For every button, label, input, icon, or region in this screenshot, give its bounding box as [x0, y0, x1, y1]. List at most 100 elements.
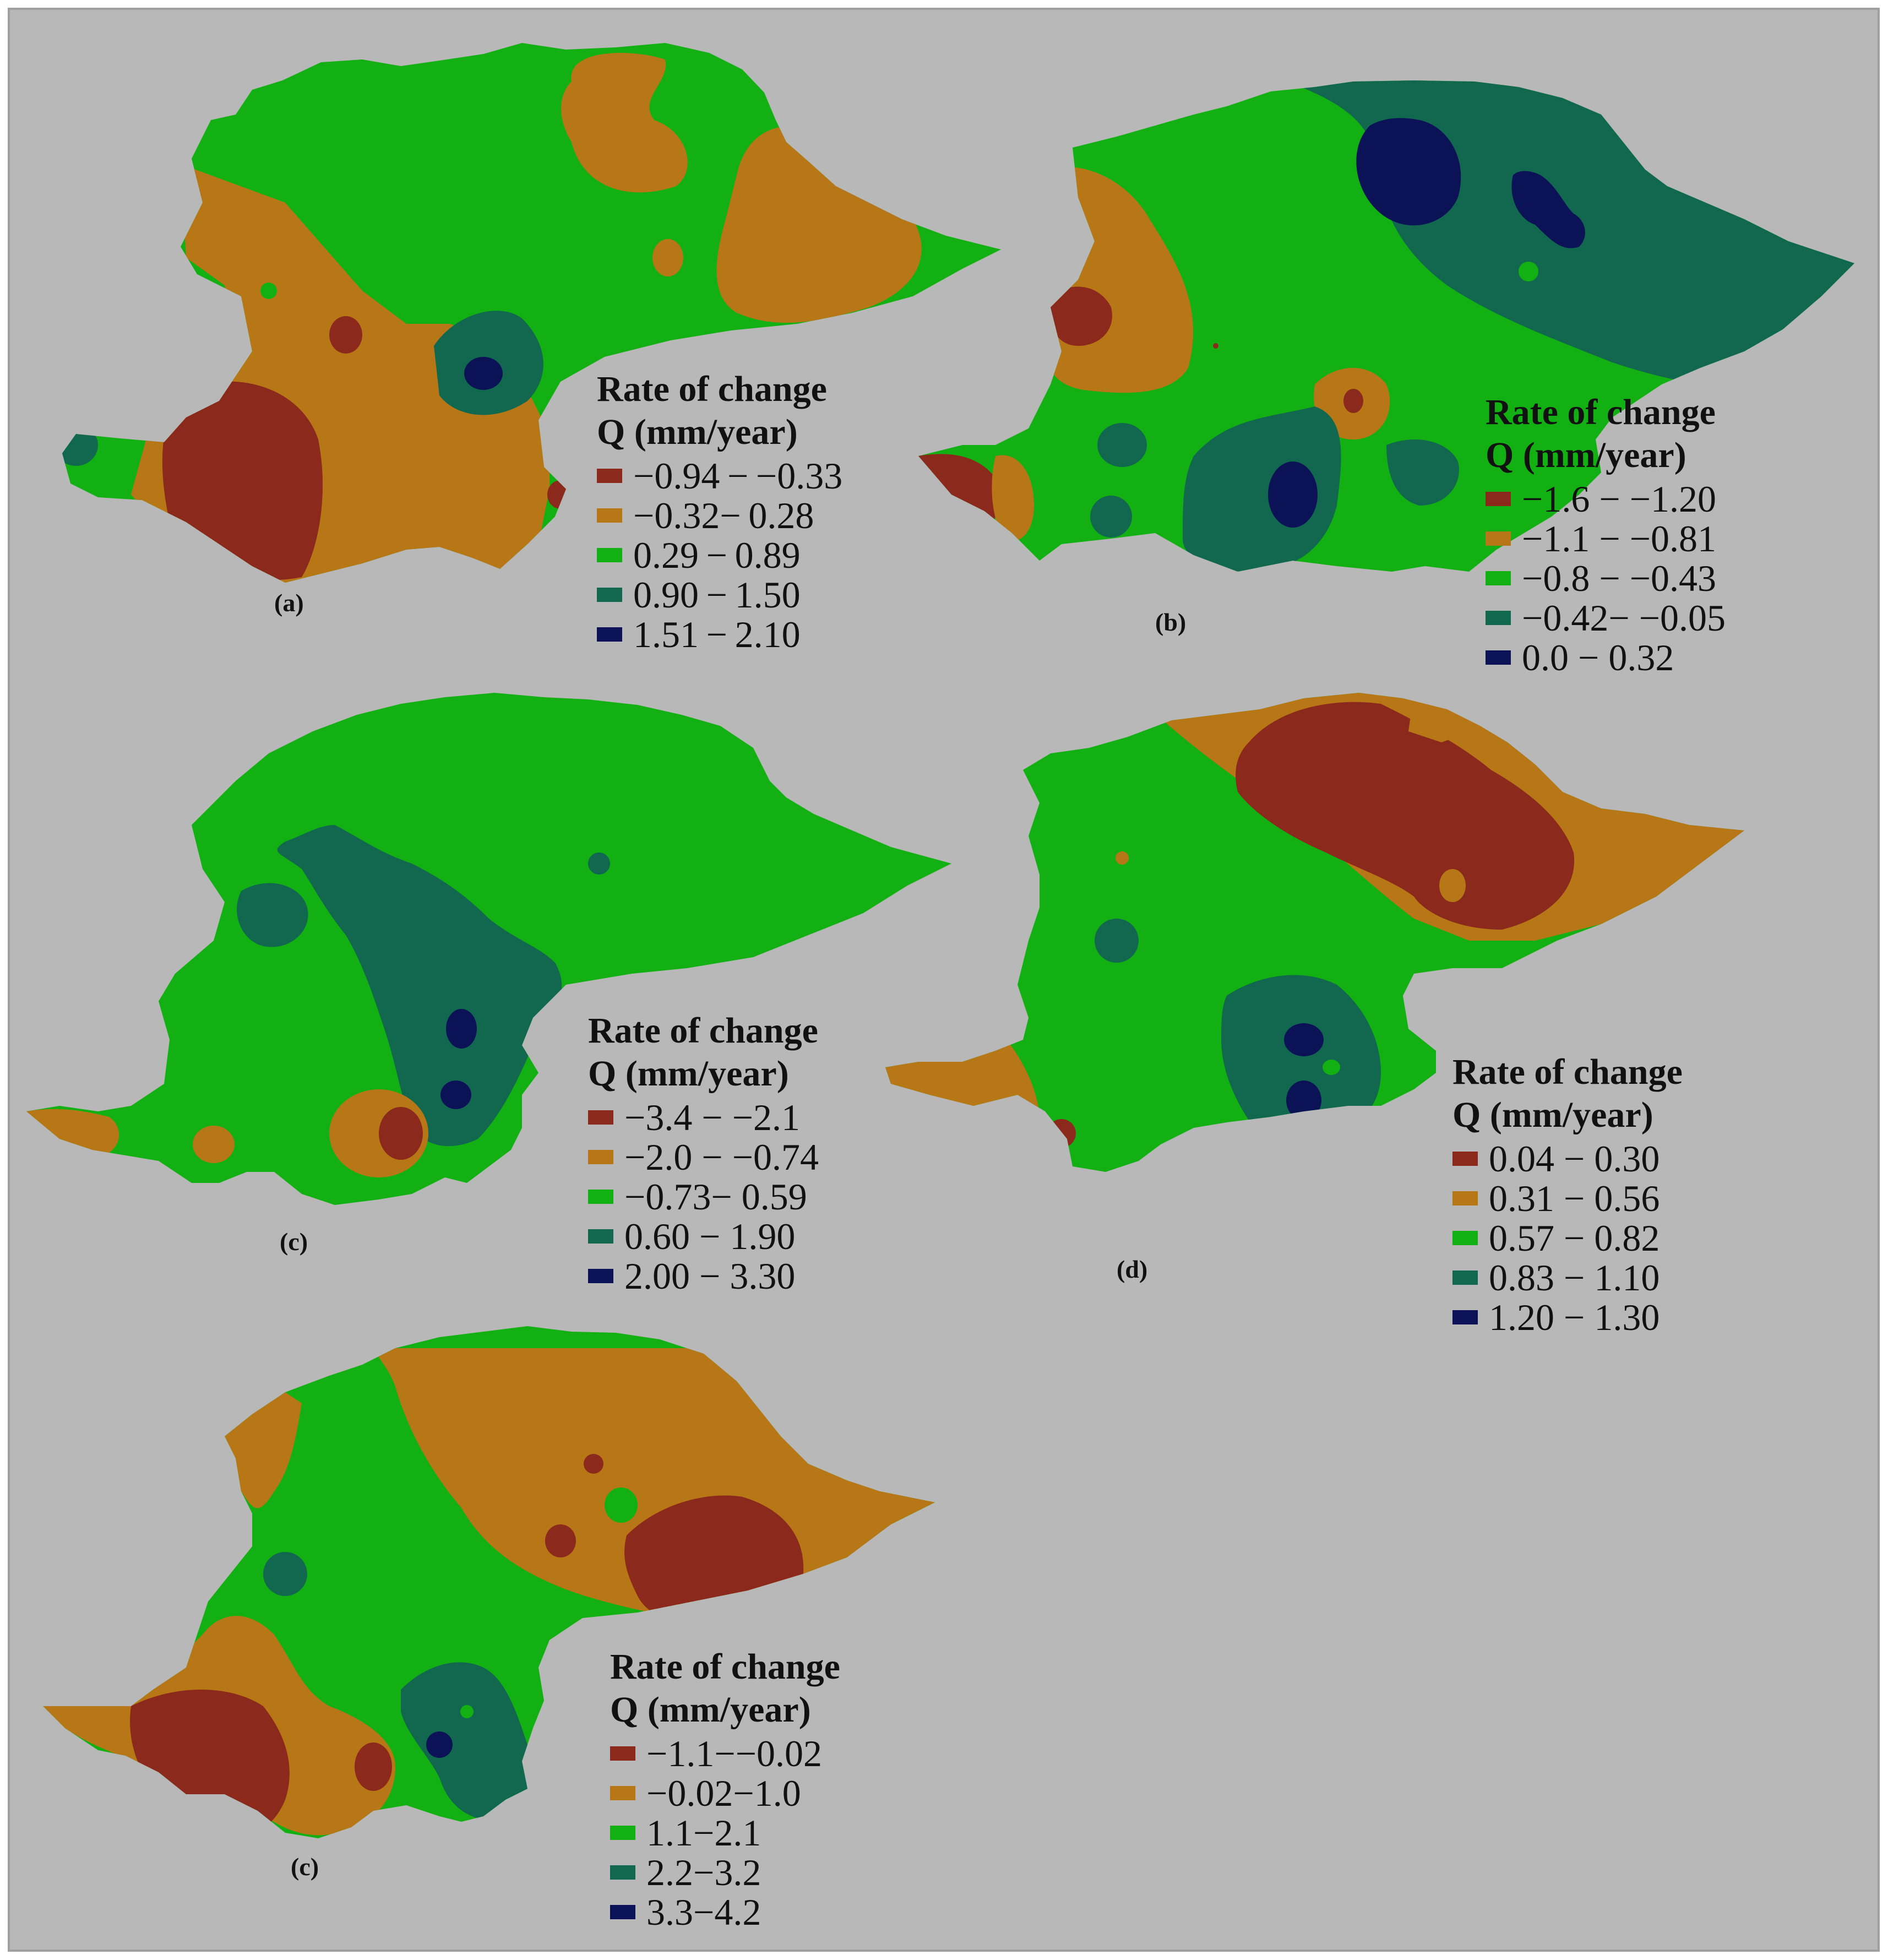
legend-row: −0.94 − −0.33: [597, 454, 843, 497]
legend-row: 0.29 − 0.89: [597, 534, 842, 576]
legend-title: Rate of change: [1486, 392, 1716, 432]
legend-subtitle: Q (mm/year): [588, 1054, 789, 1094]
panel-label-d: (d): [1117, 1255, 1148, 1283]
legend-row: 0.83 − 1.10: [1452, 1256, 1683, 1299]
legend-label: −0.8 − −0.43: [1522, 557, 1717, 599]
legend-swatch: [588, 1229, 613, 1244]
legend-label: 2.2−3.2: [646, 1851, 761, 1893]
legend-row: 3.3−4.2: [610, 1891, 840, 1933]
legend-row: −0.42− −0.05: [1486, 596, 1726, 639]
legend-row: −0.02−1.0: [610, 1772, 840, 1814]
legend-label: 0.60 − 1.90: [624, 1215, 796, 1257]
legend-row: 2.2−3.2: [610, 1851, 840, 1893]
legend-label: −2.0 − −0.74: [624, 1136, 819, 1178]
legend-label: 0.83 − 1.10: [1489, 1256, 1660, 1299]
legend-swatch: [1486, 611, 1511, 625]
map-panel-c: [26, 693, 951, 1205]
map-panel-e: [43, 1326, 935, 1838]
legend-swatch: [1452, 1231, 1478, 1245]
panel-label-a: (a): [274, 589, 304, 617]
legend-label: 1.51 − 2.10: [633, 613, 801, 655]
legend-row: 1.51 − 2.10: [597, 613, 842, 655]
panel-label-e: (c): [291, 1853, 319, 1881]
legend-swatch: [1486, 531, 1511, 546]
legend-label: 2.00 − 3.30: [624, 1255, 796, 1297]
legend-title: Rate of change: [610, 1647, 840, 1687]
legend-label: −0.32− 0.28: [633, 494, 814, 536]
legend-swatch: [1452, 1191, 1478, 1206]
map-panel-b: [918, 80, 1854, 572]
legend-label: 1.20 − 1.30: [1489, 1296, 1660, 1338]
legend-row: −1.1−−0.02: [610, 1732, 840, 1774]
map-panel-a: [62, 43, 1001, 583]
legend-subtitle: Q (mm/year): [610, 1690, 811, 1730]
legend-row: −1.1 − −0.81: [1486, 517, 1726, 560]
legend-row: −0.32− 0.28: [597, 494, 842, 536]
legend-swatch: [588, 1269, 613, 1283]
legend-panel-c: Rate of change Q (mm/year) −3.4 − −2.1 −…: [588, 1009, 819, 1297]
legend-row: 0.60 − 1.90: [588, 1215, 819, 1257]
figure-canvas: Rate of change Q (mm/year) −0.94 − −0.33…: [8, 8, 1880, 1952]
legend-subtitle: Q (mm/year): [1486, 435, 1686, 475]
legend-label: 3.3−4.2: [646, 1891, 761, 1933]
legend-swatch: [610, 1865, 635, 1880]
legend-swatch: [1452, 1310, 1478, 1324]
legend-row: 1.1−2.1: [610, 1811, 840, 1854]
legend-row: 0.0 − 0.32: [1486, 636, 1726, 678]
legend-label: −0.02−1.0: [646, 1772, 801, 1814]
legend-swatch: [1452, 1271, 1478, 1285]
legend-swatch: [1452, 1152, 1478, 1166]
legend-swatch: [597, 508, 622, 523]
panel-label-b: (b): [1155, 608, 1187, 636]
legend-row: −0.8 − −0.43: [1486, 557, 1726, 599]
legend-title: Rate of change: [597, 369, 827, 409]
legend-swatch: [588, 1190, 613, 1204]
legend-panel-e: Rate of change Q (mm/year) −1.1−−0.02 −0…: [610, 1646, 840, 1933]
legend-swatch: [1486, 571, 1511, 585]
legend-title: Rate of change: [1452, 1052, 1683, 1092]
legend-label: 0.90 − 1.50: [633, 573, 801, 616]
legend-swatch: [610, 1826, 635, 1840]
legend-row: 0.31 − 0.56: [1452, 1177, 1683, 1219]
legend-label: −1.1 − −0.81: [1522, 517, 1717, 560]
legend-swatch: [1486, 650, 1511, 665]
legend-row: 1.20 − 1.30: [1452, 1296, 1683, 1338]
legend-swatch: [597, 627, 622, 642]
legend-swatch: [610, 1746, 635, 1761]
legend-row: −1.6 − −1.20: [1486, 477, 1726, 520]
legend-row: −3.4 − −2.1: [588, 1096, 819, 1138]
legend-panel-a: Rate of change Q (mm/year) −0.94 − −0.33…: [597, 368, 843, 655]
map-panel-d: [885, 693, 1744, 1172]
legend-subtitle: Q (mm/year): [597, 412, 798, 452]
legend-subtitle: Q (mm/year): [1452, 1095, 1653, 1135]
legend-swatch: [597, 469, 622, 483]
legend-label: −3.4 − −2.1: [624, 1096, 801, 1138]
legend-swatch: [597, 548, 622, 562]
legend-label: −1.6 − −1.20: [1522, 477, 1717, 520]
legend-row: 0.90 − 1.50: [597, 573, 842, 616]
legend-swatch: [610, 1786, 635, 1800]
legend-label: 0.57 − 0.82: [1489, 1217, 1660, 1259]
legend-label: 1.1−2.1: [646, 1811, 761, 1854]
legend-label: 0.0 − 0.32: [1522, 636, 1674, 678]
legend-label: −0.94 − −0.33: [633, 454, 843, 497]
legend-label: −0.42− −0.05: [1522, 596, 1726, 639]
legend-row: 0.57 − 0.82: [1452, 1217, 1683, 1259]
legend-panel-b: Rate of change Q (mm/year) −1.6 − −1.20 …: [1486, 391, 1726, 678]
legend-row: 0.04 − 0.30: [1452, 1137, 1683, 1180]
legend-swatch: [610, 1905, 635, 1919]
legend-swatch: [597, 588, 622, 602]
legend-row: −0.73− 0.59: [588, 1175, 819, 1218]
legend-label: 0.29 − 0.89: [633, 534, 801, 576]
legend-row: −2.0 − −0.74: [588, 1136, 819, 1178]
panel-label-c: (c): [280, 1228, 308, 1256]
legend-swatch: [588, 1110, 613, 1125]
legend-label: 0.31 − 0.56: [1489, 1177, 1660, 1219]
legend-swatch: [588, 1150, 613, 1164]
legend-row: 2.00 − 3.30: [588, 1255, 819, 1297]
legend-swatch: [1486, 492, 1511, 506]
legend-label: −1.1−−0.02: [646, 1732, 823, 1774]
legend-label: 0.04 − 0.30: [1489, 1137, 1660, 1180]
legend-label: −0.73− 0.59: [624, 1175, 807, 1218]
legend-panel-d: Rate of change Q (mm/year) 0.04 − 0.30 0…: [1452, 1051, 1683, 1338]
